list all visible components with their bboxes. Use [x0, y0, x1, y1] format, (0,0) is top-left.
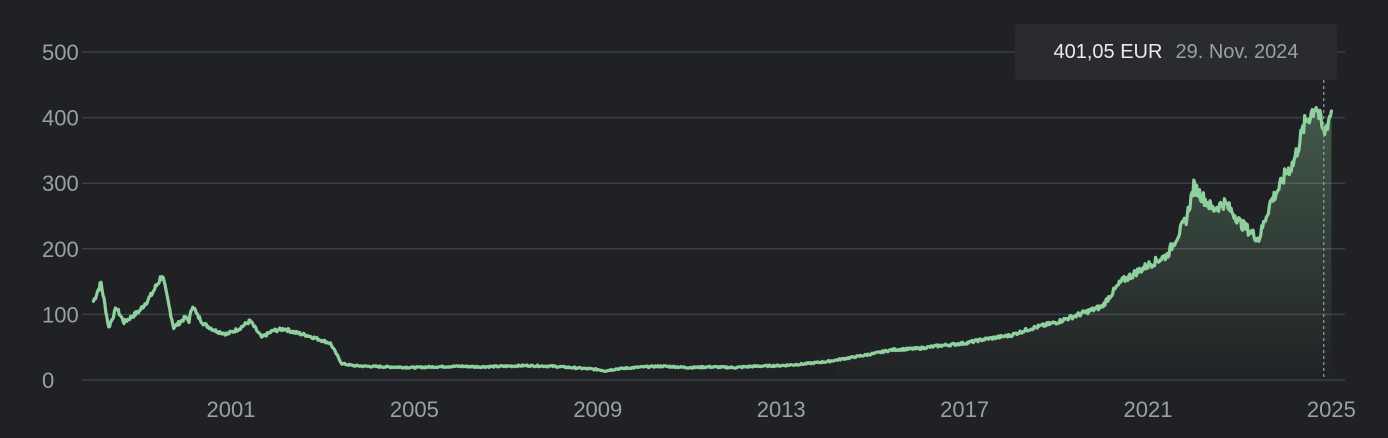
y-axis-ticks: 0 100 200 300 400 500 [42, 40, 79, 393]
y-tick-label: 100 [42, 302, 79, 327]
price-tooltip: 401,05 EUR 29. Nov. 2024 [1015, 24, 1337, 80]
y-tick-label: 300 [42, 171, 79, 196]
tooltip-date: 29. Nov. 2024 [1175, 40, 1299, 63]
x-tick-label: 2005 [390, 397, 439, 422]
price-line[interactable] [91, 105, 1333, 373]
x-tick-label: 2009 [573, 397, 622, 422]
x-tick-label: 2025 [1307, 397, 1356, 422]
y-tick-label: 200 [42, 237, 79, 262]
tooltip-price: 401,05 EUR [1053, 40, 1163, 63]
y-tick-label: 500 [42, 40, 79, 65]
x-tick-label: 2017 [940, 397, 989, 422]
x-tick-label: 2021 [1124, 397, 1173, 422]
x-tick-label: 2001 [207, 397, 256, 422]
x-axis-ticks: 2001 2005 2009 2013 2017 2021 2025 [207, 397, 1356, 422]
y-tick-label: 0 [42, 368, 54, 393]
price-area-fill [836, 107, 1332, 380]
y-tick-label: 400 [42, 106, 79, 131]
x-tick-label: 2013 [757, 397, 806, 422]
